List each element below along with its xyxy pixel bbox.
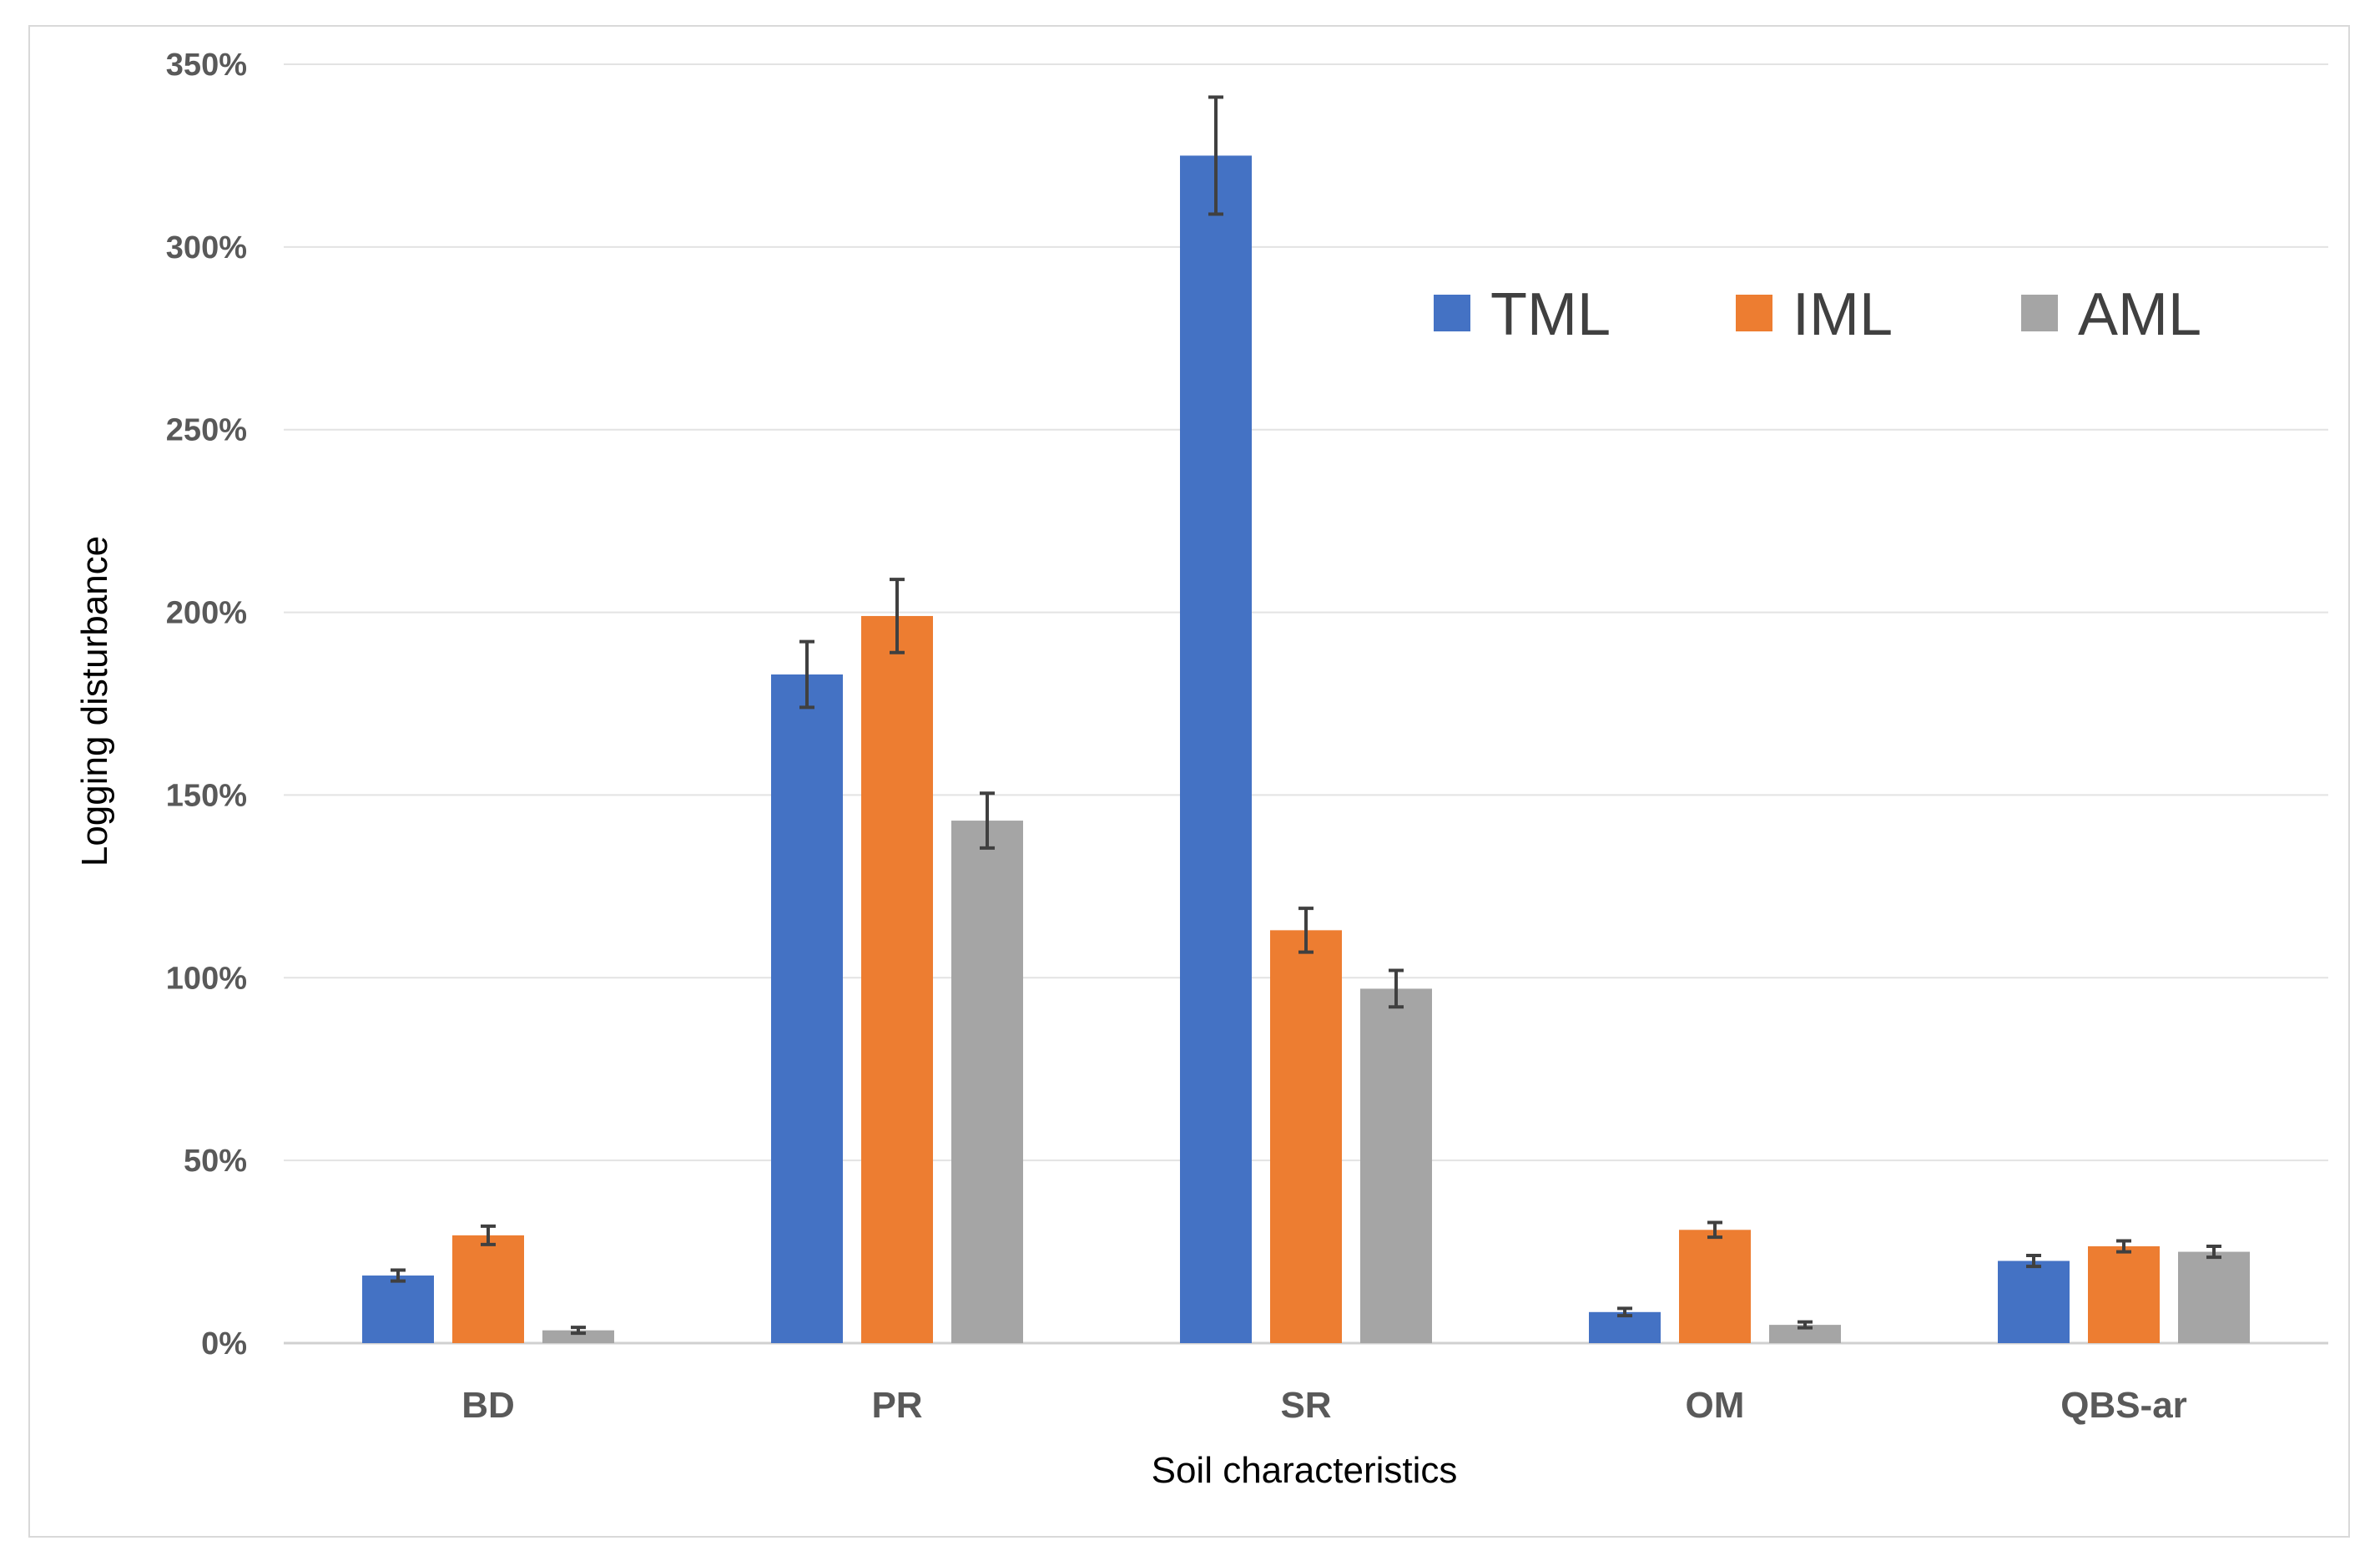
bar-aml-bd <box>542 1330 614 1343</box>
bar-iml-qbs-ar <box>2088 1246 2160 1343</box>
x-tick-label-pr: PR <box>871 1385 922 1426</box>
bars <box>362 155 2250 1343</box>
bar-aml-pr <box>951 821 1023 1343</box>
legend-swatch-aml <box>2021 295 2058 331</box>
bar-tml-pr <box>771 674 843 1343</box>
error-bar-iml-sr <box>1298 907 1314 954</box>
bar-iml-om <box>1679 1230 1751 1343</box>
y-tick-label: 50% <box>184 1144 247 1179</box>
legend-item-iml: IML <box>1736 281 1893 348</box>
y-tick-label: 200% <box>166 596 247 631</box>
legend: TML IML AML <box>1434 281 2201 348</box>
legend-swatch-iml <box>1736 295 1772 331</box>
error-bar-aml-om <box>1798 1320 1813 1330</box>
error-bar-tml-om <box>1617 1306 1632 1318</box>
x-axis-title: Soil characteristics <box>1152 1450 1458 1491</box>
legend-item-aml: AML <box>2021 281 2201 348</box>
legend-swatch-tml <box>1434 295 1470 331</box>
x-axis-ticks: BD PR SR OM QBS-ar <box>461 1385 2187 1426</box>
bar-tml-qbs-ar <box>1998 1260 2070 1343</box>
y-axis-title: Logging disturbance <box>74 536 115 866</box>
y-tick-label: 350% <box>166 48 247 83</box>
error-bar-tml-sr <box>1208 95 1223 216</box>
bar-iml-bd <box>452 1235 524 1343</box>
error-bar-iml-bd <box>481 1224 496 1246</box>
bar-tml-bd <box>362 1276 434 1343</box>
bar-aml-qbs-ar <box>2178 1251 2250 1343</box>
y-tick-label: 150% <box>166 778 247 813</box>
error-bar-aml-bd <box>571 1326 586 1336</box>
y-axis-ticks: 0% 50% 100% 150% 200% 250% 300% 350% <box>166 48 247 1361</box>
error-bars <box>391 95 2221 1336</box>
legend-label-tml: TML <box>1490 281 1611 348</box>
bar-aml-om <box>1769 1325 1841 1343</box>
gridlines <box>284 63 2328 1345</box>
y-tick-label: 0% <box>201 1326 247 1361</box>
error-bar-iml-om <box>1707 1220 1722 1240</box>
error-bar-iml-qbs-ar <box>2116 1239 2131 1254</box>
error-bar-aml-sr <box>1389 968 1404 1009</box>
error-bar-aml-pr <box>980 791 995 850</box>
error-bar-iml-pr <box>890 578 905 654</box>
x-tick-label-qbs-ar: QBS-ar <box>2060 1385 2187 1426</box>
bar-iml-sr <box>1270 930 1342 1343</box>
x-tick-label-sr: SR <box>1280 1385 1331 1426</box>
x-tick-label-bd: BD <box>461 1385 515 1426</box>
legend-label-aml: AML <box>2078 281 2201 348</box>
y-tick-label: 100% <box>166 961 247 996</box>
error-bar-aml-qbs-ar <box>2206 1245 2221 1260</box>
error-bar-tml-qbs-ar <box>2026 1253 2041 1269</box>
error-bar-tml-pr <box>799 639 814 710</box>
bar-iml-pr <box>861 615 933 1343</box>
legend-item-tml: TML <box>1434 281 1611 348</box>
error-bar-tml-bd <box>391 1268 406 1283</box>
legend-label-iml: IML <box>1793 281 1893 348</box>
bar-tml-sr <box>1180 155 1252 1343</box>
x-tick-label-om: OM <box>1686 1385 1745 1426</box>
y-tick-label: 250% <box>166 413 247 448</box>
bar-aml-sr <box>1360 988 1432 1343</box>
y-tick-label: 300% <box>166 230 247 265</box>
